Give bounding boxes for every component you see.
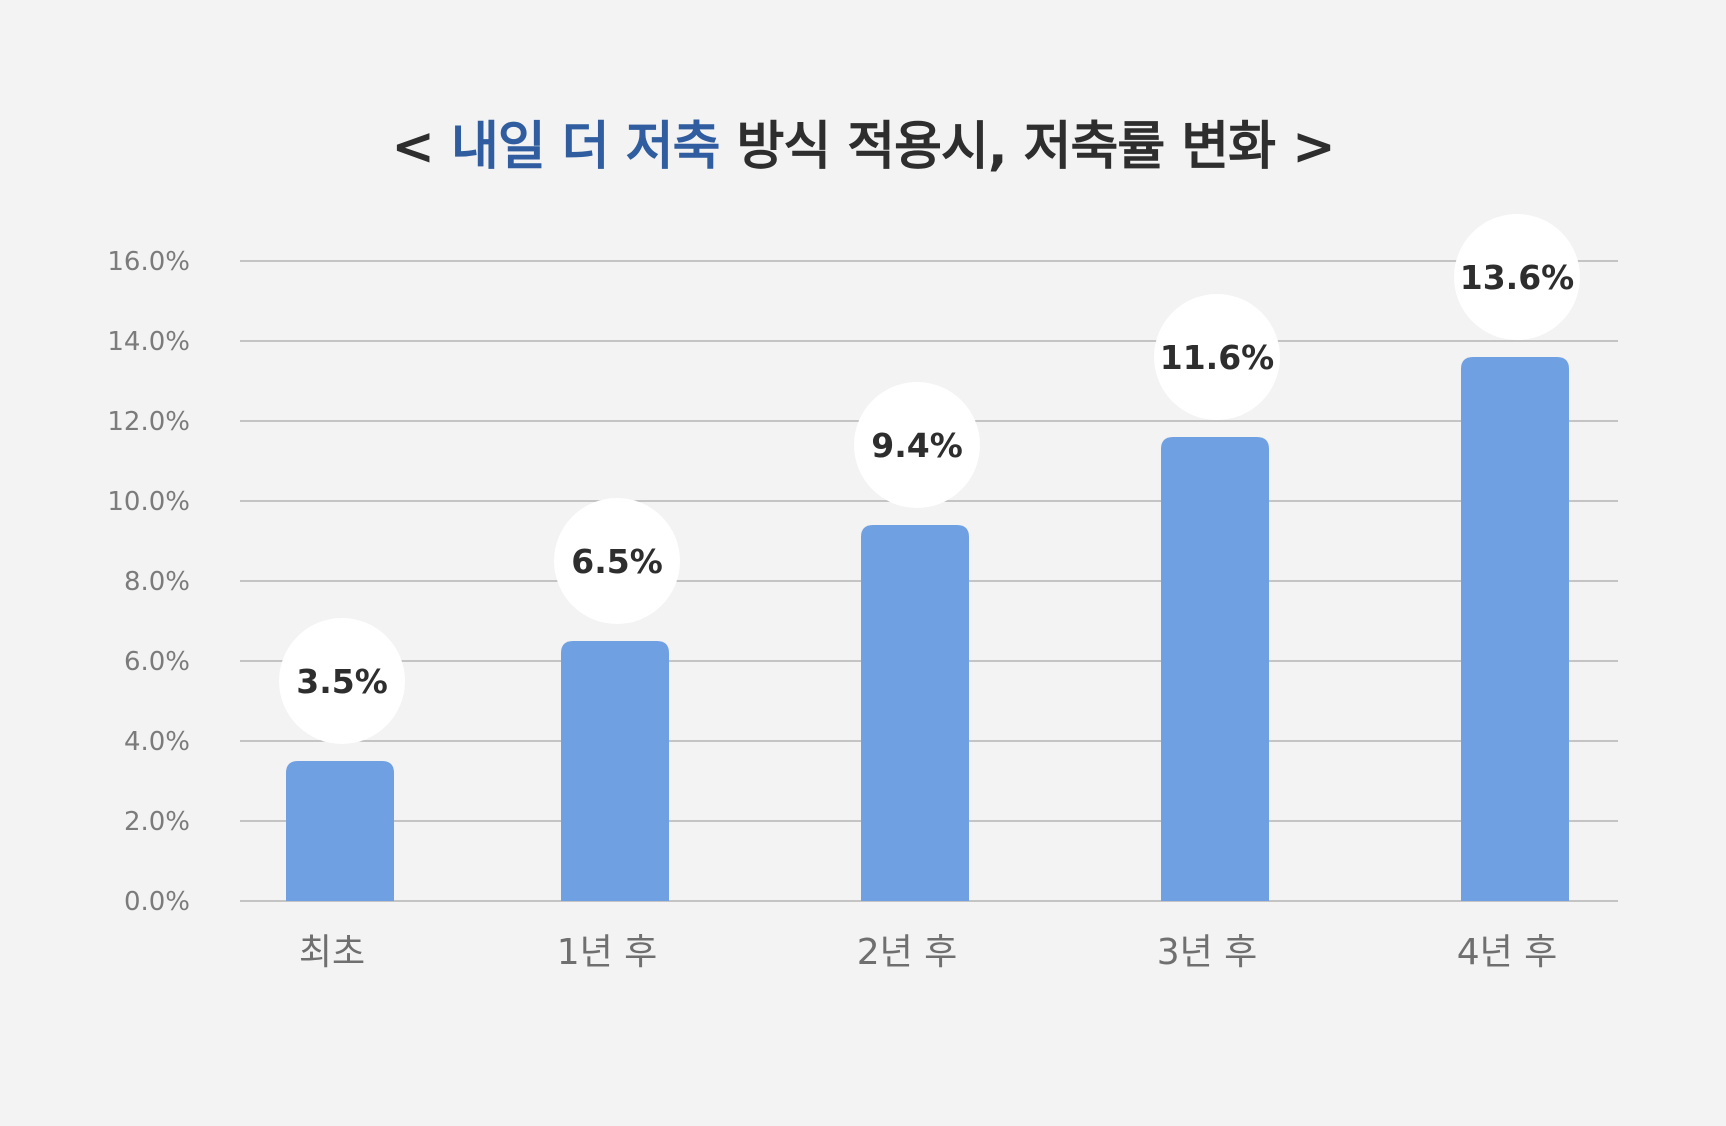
- y-tick-label: 10.0%: [107, 487, 190, 517]
- value-bubble: [1154, 294, 1280, 420]
- value-bubble: [554, 498, 680, 624]
- y-tick-label: 14.0%: [107, 327, 190, 357]
- x-tick-label: 3년 후: [1157, 932, 1258, 973]
- title-prefix: <: [391, 117, 451, 177]
- value-bubble: [279, 618, 405, 744]
- title-highlight: 내일 더 저축: [451, 117, 720, 177]
- data-label: 6.5%: [571, 542, 663, 581]
- title-rest: 방식 적용시, 저축률 변화 >: [719, 117, 1336, 177]
- x-tick-label: 1년 후: [557, 932, 658, 973]
- data-label: 11.6%: [1160, 338, 1275, 377]
- y-tick-label: 0.0%: [124, 887, 190, 917]
- x-tick-label: 최초: [299, 932, 365, 973]
- value-bubble: [854, 382, 980, 508]
- data-label: 13.6%: [1460, 258, 1575, 297]
- y-tick-label: 16.0%: [107, 247, 190, 277]
- y-tick-label: 2.0%: [124, 807, 190, 837]
- x-tick-label: 4년 후: [1457, 932, 1558, 973]
- bar: [861, 525, 969, 901]
- y-tick-label: 6.0%: [124, 647, 190, 677]
- bar: [1461, 357, 1569, 901]
- y-tick-label: 4.0%: [124, 727, 190, 757]
- chart-title: < 내일 더 저축 방식 적용시, 저축률 변화 >: [0, 104, 1726, 179]
- value-bubble: [1454, 214, 1580, 340]
- y-tick-label: 8.0%: [124, 567, 190, 597]
- bar: [561, 641, 669, 901]
- data-label: 9.4%: [871, 426, 963, 465]
- bar: [286, 761, 394, 901]
- data-label: 3.5%: [296, 662, 388, 701]
- y-tick-label: 12.0%: [107, 407, 190, 437]
- x-tick-label: 2년 후: [857, 932, 958, 973]
- bar: [1161, 437, 1269, 901]
